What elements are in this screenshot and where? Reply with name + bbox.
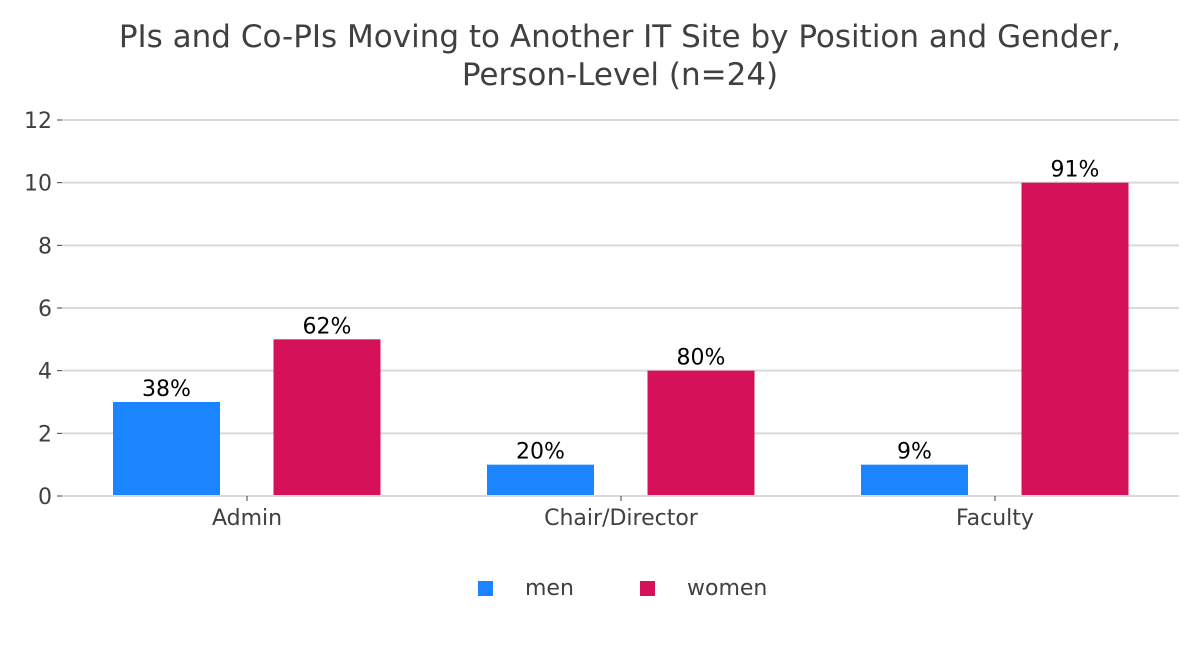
gridlines: [62, 119, 1179, 497]
bar-label-women-chair-director: 80%: [677, 346, 726, 371]
legend: men women: [478, 576, 767, 601]
bar-men-admin: [113, 402, 220, 496]
y-axis: 0 2 4 6 8 10 12: [24, 109, 62, 510]
bar-women-faculty: [1021, 182, 1129, 496]
legend-label-men: men: [525, 576, 574, 601]
legend-label-women: women: [687, 576, 767, 601]
chart-title-line-2: Person-Level (n=24): [462, 57, 778, 93]
x-tick-label-admin: Admin: [212, 506, 282, 531]
bar-label-men-admin: 38%: [142, 377, 191, 402]
bar-men-faculty: [861, 464, 968, 496]
bar-women-admin: [273, 339, 381, 496]
y-tick-label-12: 12: [24, 109, 52, 134]
bar-women-chair-director: [647, 370, 755, 496]
bar-label-men-faculty: 9%: [897, 440, 932, 465]
y-tick-label-8: 8: [38, 234, 52, 259]
legend-marker-men: [478, 581, 493, 596]
x-tick-label-chair-director: Chair/Director: [544, 506, 699, 531]
y-tick-label-2: 2: [38, 422, 52, 447]
y-tick-label-6: 6: [38, 297, 52, 322]
y-tick-label-4: 4: [38, 360, 52, 385]
y-tick-label-0: 0: [38, 485, 52, 510]
bar-label-men-chair-director: 20%: [516, 440, 565, 465]
bar-label-women-admin: 62%: [303, 314, 352, 339]
x-axis: Admin Chair/Director Faculty: [62, 495, 1179, 531]
chart-title: PIs and Co-PIs Moving to Another IT Site…: [119, 19, 1121, 93]
bar-label-women-faculty: 91%: [1051, 158, 1100, 183]
bars: 38% 20% 9% 62% 80% 91%: [113, 158, 1129, 496]
legend-marker-women: [640, 581, 655, 596]
chart-title-line-1: PIs and Co-PIs Moving to Another IT Site…: [119, 19, 1121, 55]
bar-men-chair-director: [487, 464, 594, 496]
x-tick-label-faculty: Faculty: [956, 506, 1034, 531]
y-tick-label-10: 10: [24, 172, 52, 197]
